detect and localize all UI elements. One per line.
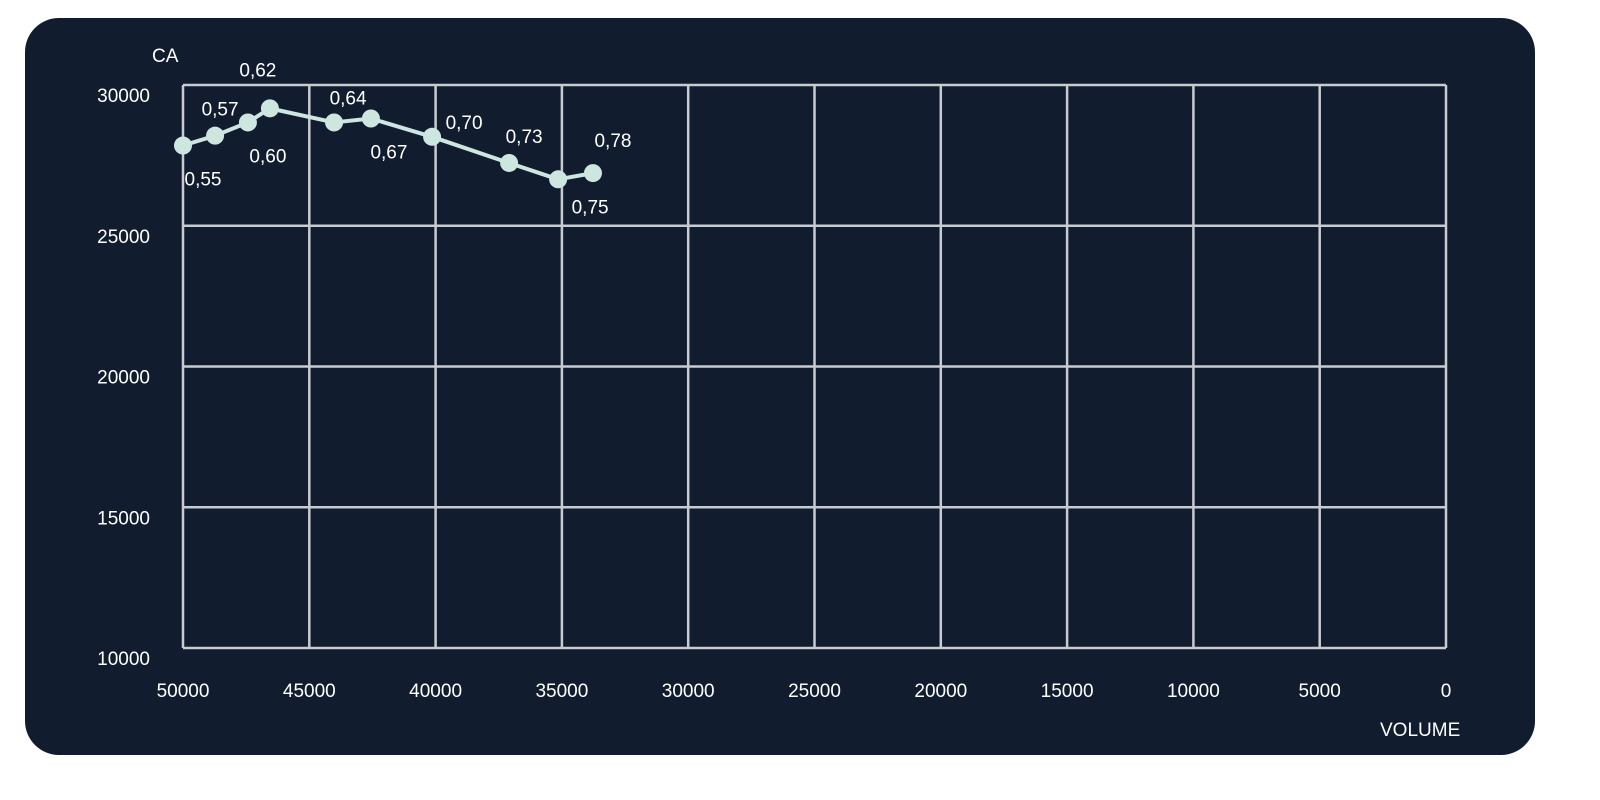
data-label: 0,62 bbox=[239, 60, 276, 81]
grid bbox=[181, 83, 1448, 650]
data-label: 0,55 bbox=[185, 170, 222, 191]
series-line bbox=[182, 106, 594, 182]
x-tick-label: 20000 bbox=[914, 681, 967, 702]
data-label: 0,75 bbox=[572, 197, 609, 218]
chart-card bbox=[25, 18, 1535, 755]
x-tick-label: 25000 bbox=[788, 681, 841, 702]
data-label: 0,73 bbox=[506, 127, 543, 148]
x-tick-label: 45000 bbox=[283, 681, 336, 702]
y-tick-label: 15000 bbox=[97, 508, 150, 529]
data-label: 0,60 bbox=[249, 146, 286, 167]
data-point bbox=[361, 109, 380, 128]
y-tick-label: 20000 bbox=[97, 368, 150, 389]
data-point bbox=[549, 170, 568, 189]
data-point bbox=[174, 136, 192, 155]
x-tick-label: 50000 bbox=[157, 681, 210, 702]
y-axis-label: CA bbox=[152, 46, 179, 67]
y-tick-label: 30000 bbox=[97, 86, 150, 107]
x-tick-label: 15000 bbox=[1041, 681, 1094, 702]
data-point bbox=[423, 127, 442, 146]
x-tick-labels: 50000 45000 40000 35000 30000 25000 20000 15000… bbox=[157, 681, 1452, 702]
data-point bbox=[238, 113, 257, 132]
data-point bbox=[583, 164, 602, 183]
y-tick-label: 25000 bbox=[97, 227, 150, 248]
data-label: 0,64 bbox=[330, 88, 367, 109]
data-label: 0,67 bbox=[370, 142, 407, 163]
data-points bbox=[174, 99, 602, 189]
data-label: 0,78 bbox=[594, 131, 631, 152]
x-axis-label: VOLUME bbox=[1380, 720, 1460, 741]
data-point bbox=[325, 113, 344, 132]
data-point bbox=[206, 126, 225, 145]
x-tick-label: 0 bbox=[1441, 681, 1452, 702]
data-label: 0,57 bbox=[202, 100, 239, 121]
y-tick-label: 10000 bbox=[97, 649, 150, 670]
data-label: 0,70 bbox=[446, 113, 483, 134]
x-tick-label: 40000 bbox=[409, 681, 462, 702]
x-tick-label: 5000 bbox=[1299, 681, 1341, 702]
x-tick-label: 35000 bbox=[535, 681, 588, 702]
y-tick-labels: 30000 25000 20000 15000 10000 bbox=[97, 86, 150, 670]
data-point bbox=[500, 153, 519, 172]
x-tick-label: 30000 bbox=[662, 681, 715, 702]
data-point bbox=[260, 99, 279, 118]
x-tick-label: 10000 bbox=[1167, 681, 1220, 702]
data-labels: 0,55 0,57 0,60 0,62 0,64 0,67 0,70 0,73 0,75 0,78 bbox=[185, 60, 632, 218]
